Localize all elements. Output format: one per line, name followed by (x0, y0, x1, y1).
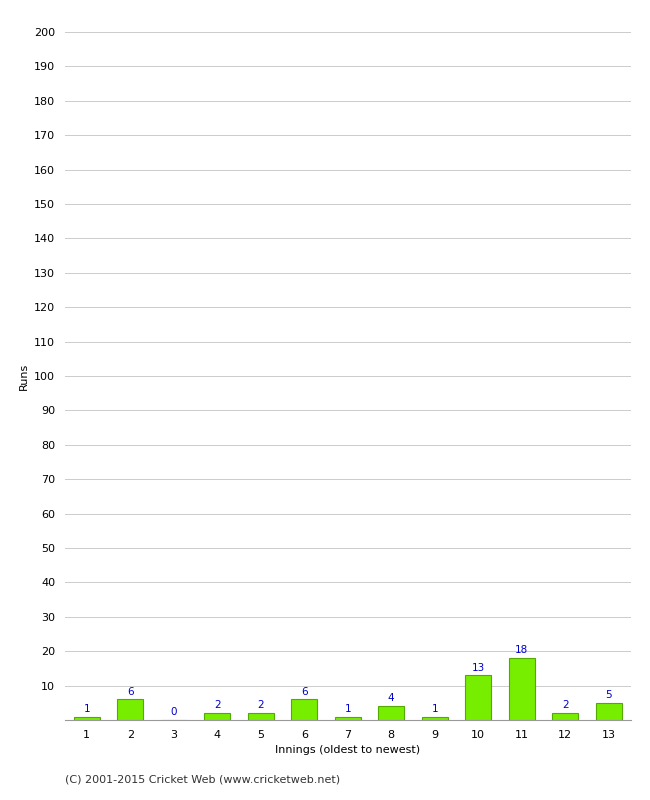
Text: 6: 6 (127, 686, 133, 697)
Bar (291, 699, 317, 720)
Bar (117, 699, 143, 720)
X-axis label: Innings (oldest to newest): Innings (oldest to newest) (275, 746, 421, 755)
Bar (552, 713, 578, 720)
Text: 2: 2 (257, 700, 264, 710)
Bar (335, 717, 361, 720)
Text: 2: 2 (562, 700, 569, 710)
Text: 1: 1 (83, 704, 90, 714)
Text: 6: 6 (301, 686, 307, 697)
Bar (204, 713, 230, 720)
Text: 1: 1 (432, 704, 438, 714)
Text: 2: 2 (214, 700, 220, 710)
Text: 0: 0 (170, 707, 177, 718)
Text: (C) 2001-2015 Cricket Web (www.cricketweb.net): (C) 2001-2015 Cricket Web (www.cricketwe… (65, 774, 340, 784)
Bar (73, 717, 100, 720)
Text: 13: 13 (472, 662, 485, 673)
Bar (422, 717, 448, 720)
Bar (248, 713, 274, 720)
Bar (595, 702, 622, 720)
Bar (378, 706, 404, 720)
Y-axis label: Runs: Runs (19, 362, 29, 390)
Text: 18: 18 (515, 646, 528, 655)
Bar (465, 675, 491, 720)
Bar (509, 658, 535, 720)
Text: 4: 4 (388, 694, 395, 703)
Text: 5: 5 (605, 690, 612, 700)
Text: 1: 1 (344, 704, 351, 714)
